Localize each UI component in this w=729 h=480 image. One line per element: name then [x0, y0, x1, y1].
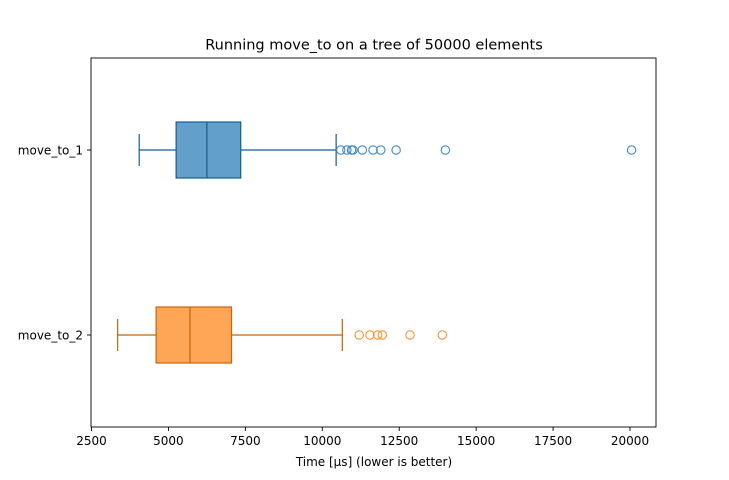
box-series-move_to_2	[117, 306, 448, 364]
x-axis: 2500 5000 7500 10000 12500 15000 17500 20000	[76, 427, 649, 448]
outlier-move_to_1-7	[391, 145, 401, 155]
plot-content	[117, 121, 637, 364]
outlier-move_to_2-1	[365, 330, 375, 340]
chart-title: Running move_to on a tree of 50000 eleme…	[205, 38, 543, 54]
outlier-move_to_2-2	[372, 330, 383, 340]
x-axis-label: Time [µs] (lower is better)	[295, 455, 452, 469]
x-tick-label-20000: 20000	[611, 434, 649, 448]
outlier-move_to_1-8	[440, 145, 451, 155]
x-tick-label-5000: 5000	[153, 434, 184, 448]
x-tick-label-10000: 10000	[303, 434, 341, 448]
outlier-move_to_2-3	[377, 330, 388, 340]
y-tick-label-move_to_2: move_to_2	[18, 329, 83, 343]
x-tick-label-15000: 15000	[457, 434, 495, 448]
box-move_to_1	[175, 121, 242, 179]
outlier-move_to_1-3	[348, 145, 358, 155]
y-axis: move_to_1 move_to_2	[18, 144, 91, 343]
x-tick-label-12500: 12500	[380, 434, 418, 448]
plot-frame	[90, 57, 657, 428]
outlier-move_to_2-5	[437, 330, 448, 340]
outlier-move_to_2-0	[354, 330, 364, 340]
outlier-move_to_2-4	[405, 330, 415, 340]
outlier-move_to_1-9	[626, 145, 637, 155]
box-series-move_to_1	[138, 121, 637, 179]
box-move_to_2	[155, 306, 233, 364]
outlier-move_to_1-5	[368, 145, 378, 155]
outlier-move_to_1-4	[357, 145, 368, 155]
x-tick-label-17500: 17500	[534, 434, 572, 448]
y-tick-label-move_to_1: move_to_1	[18, 144, 83, 158]
outlier-move_to_1-1	[342, 145, 352, 155]
outlier-move_to_1-6	[376, 145, 386, 155]
x-tick-label-7500: 7500	[230, 434, 261, 448]
x-tick-label-2500: 2500	[76, 434, 107, 448]
outlier-move_to_1-0	[335, 145, 346, 155]
